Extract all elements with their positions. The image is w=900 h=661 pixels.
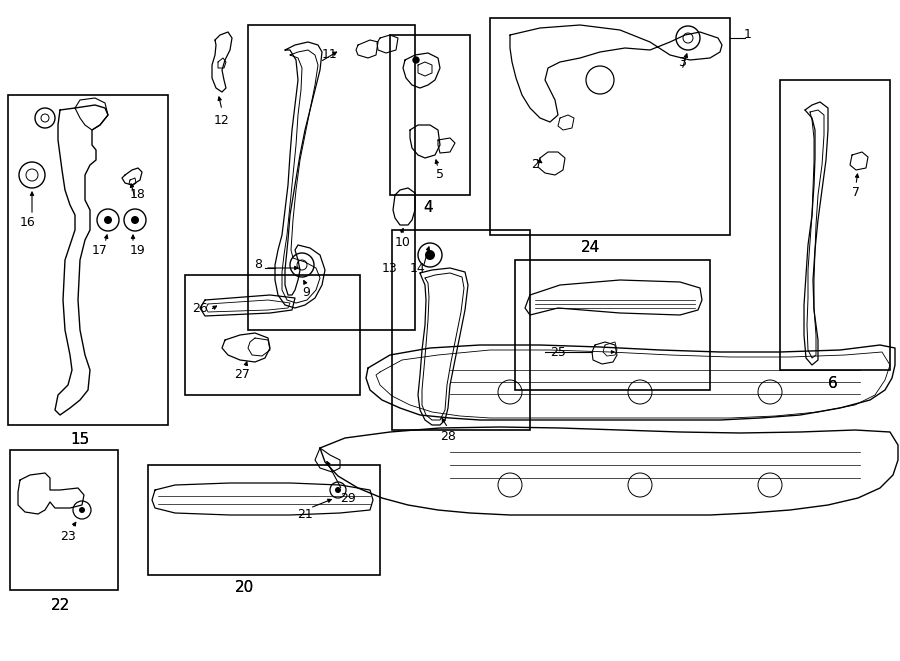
Circle shape xyxy=(425,250,435,260)
Text: 2: 2 xyxy=(531,159,539,171)
Circle shape xyxy=(131,216,139,224)
Text: 12: 12 xyxy=(214,114,230,126)
Text: 22: 22 xyxy=(50,598,69,613)
Bar xyxy=(515,260,710,390)
Text: 4: 4 xyxy=(423,200,433,215)
Text: 26: 26 xyxy=(192,301,208,315)
Text: 18: 18 xyxy=(130,188,146,200)
Text: 13: 13 xyxy=(382,262,398,274)
Circle shape xyxy=(413,57,419,63)
Text: 20: 20 xyxy=(236,580,255,596)
Bar xyxy=(148,465,380,575)
Text: 23: 23 xyxy=(60,529,76,543)
Text: 22: 22 xyxy=(50,598,69,613)
Text: 24: 24 xyxy=(580,241,599,256)
Bar xyxy=(490,18,730,235)
Bar xyxy=(392,230,530,430)
Text: 1: 1 xyxy=(744,28,752,42)
Text: 21: 21 xyxy=(297,508,313,522)
Text: 19: 19 xyxy=(130,243,146,256)
Circle shape xyxy=(79,507,85,513)
Text: 5: 5 xyxy=(436,169,444,182)
Bar xyxy=(780,80,890,370)
Text: 15: 15 xyxy=(70,432,90,447)
Text: 14: 14 xyxy=(410,262,426,274)
Bar xyxy=(390,35,470,195)
Text: 15: 15 xyxy=(70,432,90,447)
Circle shape xyxy=(335,487,341,493)
Text: 28: 28 xyxy=(440,430,456,444)
Text: 6: 6 xyxy=(828,375,838,391)
Circle shape xyxy=(104,216,112,224)
Text: 6: 6 xyxy=(828,375,838,391)
Text: 3: 3 xyxy=(678,56,686,69)
Text: 27: 27 xyxy=(234,368,250,381)
Text: 11: 11 xyxy=(322,48,338,61)
Text: 8: 8 xyxy=(254,258,262,272)
Bar xyxy=(185,275,360,395)
Text: 17: 17 xyxy=(92,243,108,256)
Text: 20: 20 xyxy=(236,580,255,596)
Text: 25: 25 xyxy=(550,346,566,358)
Bar xyxy=(248,25,415,330)
Text: 24: 24 xyxy=(580,241,599,256)
Text: 7: 7 xyxy=(852,186,860,198)
Bar xyxy=(10,450,118,590)
Text: 16: 16 xyxy=(20,215,36,229)
Bar xyxy=(8,95,168,425)
Text: 10: 10 xyxy=(395,235,411,249)
Text: 9: 9 xyxy=(302,286,310,299)
Text: 4: 4 xyxy=(423,200,433,215)
Text: 29: 29 xyxy=(340,492,356,504)
